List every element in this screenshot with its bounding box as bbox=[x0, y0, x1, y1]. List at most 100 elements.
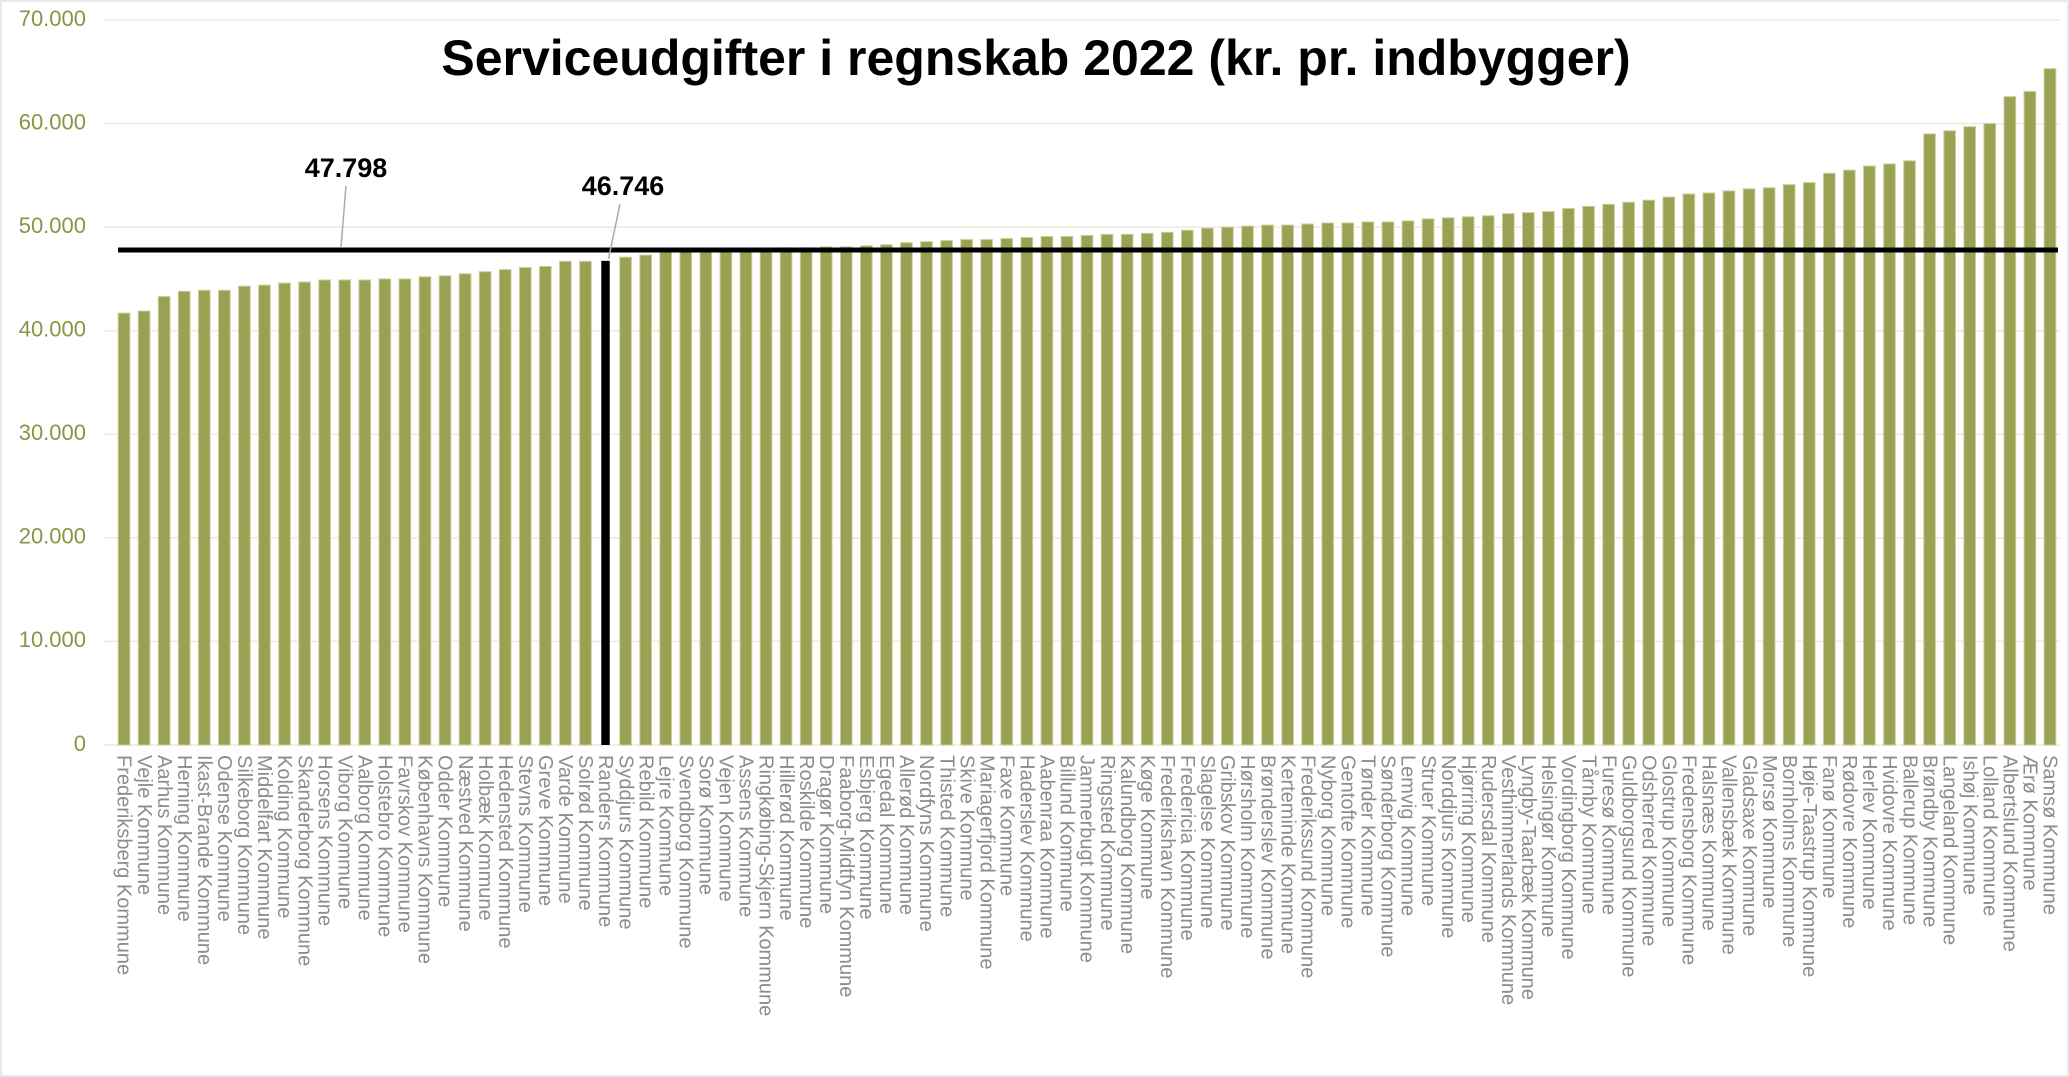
bar bbox=[1481, 215, 1495, 746]
bar bbox=[1963, 126, 1977, 746]
x-tick-label: Lyngby-Taarbæk Kommune bbox=[1517, 755, 1539, 1000]
x-tick-label: Lejre Kommune bbox=[654, 755, 676, 896]
x-tick-label: Solrød Kommune bbox=[574, 755, 596, 911]
bar bbox=[1341, 222, 1355, 746]
x-tick-label: Faaborg-Midtfyn Kommune bbox=[835, 755, 857, 997]
bar bbox=[900, 242, 913, 746]
bar bbox=[1742, 188, 1756, 746]
x-tick-label: Ærø Kommune bbox=[2019, 755, 2041, 891]
bar bbox=[218, 289, 231, 746]
bar bbox=[1421, 218, 1435, 746]
x-tick-label: Struer Kommune bbox=[1417, 755, 1439, 906]
bar bbox=[1903, 160, 1916, 746]
bar bbox=[2043, 68, 2057, 746]
x-tick-label: Kerteminde Kommune bbox=[1276, 755, 1298, 954]
bar bbox=[1843, 169, 1856, 746]
bar bbox=[358, 279, 372, 746]
x-tick-label: Odense Kommune bbox=[213, 755, 235, 922]
x-tick-label: Syddjurs Kommune bbox=[614, 755, 636, 930]
bar bbox=[157, 296, 171, 746]
bar bbox=[559, 260, 572, 746]
annotation-leader bbox=[340, 185, 347, 248]
x-tick-label: Herning Kommune bbox=[173, 755, 195, 922]
x-tick-label: Silkeborg Kommune bbox=[233, 755, 255, 935]
x-tick-label: Middelfart Kommune bbox=[253, 755, 275, 940]
bar bbox=[318, 279, 331, 746]
bar bbox=[117, 312, 131, 746]
x-tick-label: Brønderslev Kommune bbox=[1256, 755, 1278, 960]
x-tick-label: Aalborg Kommune bbox=[353, 755, 375, 921]
x-tick-label: Hedensted Kommune bbox=[494, 755, 516, 948]
x-tick-label: Gentofte Kommune bbox=[1337, 755, 1359, 928]
bar bbox=[278, 282, 291, 746]
x-tick-label: Kolding Kommune bbox=[273, 755, 295, 918]
x-tick-label: Billund Kommune bbox=[1056, 755, 1078, 912]
x-tick-label: Holbæk Kommune bbox=[474, 755, 496, 921]
x-tick-label: Frederikssund Kommune bbox=[1296, 755, 1318, 978]
x-tick-label: Vallensbæk Kommune bbox=[1718, 755, 1740, 955]
bar bbox=[137, 310, 151, 746]
y-tick-label: 40.000 bbox=[19, 317, 86, 342]
bar bbox=[1762, 187, 1776, 746]
bar bbox=[1180, 229, 1194, 746]
x-tick-label: Vesthimmerlands Kommune bbox=[1497, 755, 1519, 1005]
bar bbox=[880, 244, 893, 746]
average-label: 47.798 bbox=[305, 153, 388, 183]
y-tick-label: 70.000 bbox=[19, 6, 86, 31]
x-tick-label: Fanø Kommune bbox=[1818, 755, 1840, 898]
bar bbox=[1662, 196, 1676, 746]
bar bbox=[1923, 133, 1936, 746]
bar bbox=[779, 247, 793, 746]
x-tick-label: Vejle Kommune bbox=[133, 755, 155, 895]
x-tick-label: Halsnæs Kommune bbox=[1698, 755, 1720, 931]
x-tick-label: Hillerød Kommune bbox=[775, 755, 797, 921]
bar bbox=[238, 285, 251, 746]
bar bbox=[619, 256, 632, 746]
bar bbox=[1682, 193, 1696, 746]
bar bbox=[679, 250, 693, 746]
x-tick-label: Brøndby Kommune bbox=[1918, 755, 1940, 927]
bar bbox=[659, 251, 673, 746]
bar bbox=[2023, 90, 2037, 746]
x-tick-label: Ballerup Kommune bbox=[1898, 755, 1920, 925]
bar bbox=[1160, 231, 1174, 746]
bar bbox=[1060, 235, 1074, 746]
x-tick-label: Hvidovre Kommune bbox=[1878, 755, 1900, 931]
bar bbox=[1802, 182, 1816, 746]
x-tick-label: Morsø Kommune bbox=[1758, 755, 1780, 908]
y-tick-label: 50.000 bbox=[19, 213, 86, 238]
y-tick-label: 30.000 bbox=[19, 420, 86, 445]
bar bbox=[920, 241, 933, 746]
x-tick-label: Egedal Kommune bbox=[875, 755, 897, 914]
bar bbox=[819, 246, 833, 746]
bar bbox=[759, 248, 773, 746]
x-tick-label: Nordfyns Kommune bbox=[915, 755, 937, 932]
x-tick-label: Tønder Kommune bbox=[1357, 755, 1379, 916]
bar bbox=[1522, 212, 1535, 746]
x-tick-label: Lolland Kommune bbox=[1979, 755, 2001, 916]
bar bbox=[860, 245, 873, 746]
annotation-leader bbox=[607, 203, 621, 259]
x-tick-label: Varde Kommune bbox=[554, 755, 576, 904]
x-tick-label: Gribskov Kommune bbox=[1216, 755, 1238, 931]
x-tick-label: Hørsholm Kommune bbox=[1236, 755, 1258, 938]
bar bbox=[1221, 226, 1234, 746]
x-tick-label: Tårnby Kommune bbox=[1577, 755, 1599, 914]
bar bbox=[197, 289, 211, 746]
bar bbox=[258, 284, 271, 746]
bar bbox=[1321, 222, 1335, 746]
bar bbox=[1361, 221, 1375, 746]
x-tick-label: Assens Kommune bbox=[735, 755, 757, 917]
x-tick-label: Aarhus Kommune bbox=[153, 755, 175, 915]
bar bbox=[1261, 224, 1274, 746]
bar bbox=[1883, 163, 1896, 746]
bar bbox=[458, 273, 472, 746]
x-tick-label: Guldborgsund Kommune bbox=[1617, 755, 1639, 977]
bar bbox=[1983, 123, 1997, 746]
bar bbox=[739, 249, 753, 746]
x-tick-label: Aabenraa Kommune bbox=[1036, 755, 1058, 938]
bar bbox=[2003, 96, 2017, 746]
bar bbox=[579, 260, 592, 746]
x-tick-label: Faxe Kommune bbox=[995, 755, 1017, 896]
bar bbox=[378, 278, 392, 746]
